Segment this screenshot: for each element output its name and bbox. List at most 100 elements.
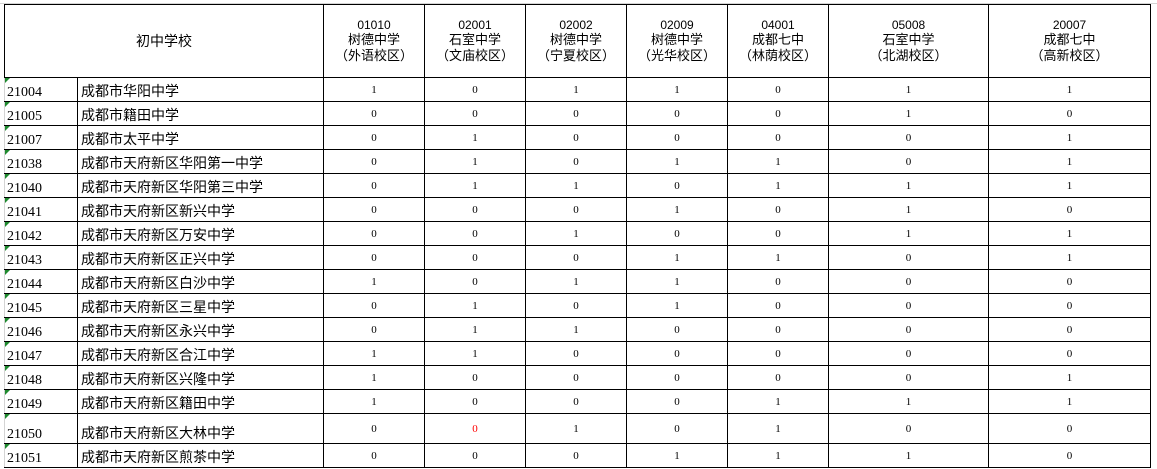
value-cell[interactable]: 0 xyxy=(525,245,627,270)
school-id-cell[interactable]: 21038 xyxy=(4,149,78,174)
value-cell[interactable]: 0 xyxy=(525,293,627,318)
value-cell[interactable]: 0 xyxy=(828,125,989,150)
school-id-cell[interactable]: 21049 xyxy=(4,389,78,414)
value-cell[interactable]: 0 xyxy=(525,149,627,174)
value-cell[interactable]: 1 xyxy=(323,341,425,366)
school-id-cell[interactable]: 21044 xyxy=(4,269,78,294)
value-cell[interactable]: 1 xyxy=(727,173,829,198)
value-cell[interactable]: 0 xyxy=(988,443,1151,468)
value-cell[interactable]: 0 xyxy=(828,293,989,318)
school-name-cell[interactable]: 成都市天府新区煎茶中学 xyxy=(77,443,324,468)
value-cell[interactable]: 0 xyxy=(323,173,425,198)
value-cell[interactable]: 0 xyxy=(828,269,989,294)
value-cell[interactable]: 0 xyxy=(727,317,829,342)
value-cell[interactable]: 1 xyxy=(727,443,829,468)
school-id-cell[interactable]: 21051 xyxy=(4,443,78,468)
value-cell[interactable]: 0 xyxy=(727,341,829,366)
column-header-05008[interactable]: 05008 石室中学 （北湖校区） xyxy=(828,4,989,78)
value-cell[interactable]: 0 xyxy=(988,317,1151,342)
value-cell[interactable]: 0 xyxy=(424,221,526,246)
value-cell[interactable]: 0 xyxy=(727,197,829,222)
value-cell[interactable]: 0 xyxy=(828,317,989,342)
value-cell[interactable]: 0 xyxy=(988,293,1151,318)
value-cell[interactable]: 1 xyxy=(525,173,627,198)
value-cell[interactable]: 0 xyxy=(988,341,1151,366)
value-cell[interactable]: 0 xyxy=(626,125,728,150)
value-cell[interactable]: 0 xyxy=(424,269,526,294)
column-header-04001[interactable]: 04001 成都七中 （林荫校区） xyxy=(727,4,829,78)
value-cell[interactable]: 1 xyxy=(988,221,1151,246)
value-cell[interactable]: 0 xyxy=(626,221,728,246)
value-cell[interactable]: 1 xyxy=(828,77,989,102)
value-cell[interactable]: 1 xyxy=(988,365,1151,390)
value-cell[interactable]: 0 xyxy=(988,197,1151,222)
value-cell[interactable]: 1 xyxy=(424,173,526,198)
value-cell[interactable]: 0 xyxy=(626,173,728,198)
school-name-cell[interactable]: 成都市天府新区永兴中学 xyxy=(77,317,324,342)
value-cell[interactable]: 0 xyxy=(626,341,728,366)
value-cell[interactable]: 0 xyxy=(525,389,627,414)
value-cell[interactable]: 0 xyxy=(323,197,425,222)
value-cell[interactable]: 0 xyxy=(323,221,425,246)
value-cell[interactable]: 0 xyxy=(626,317,728,342)
value-cell[interactable]: 0 xyxy=(323,317,425,342)
school-id-cell[interactable]: 21046 xyxy=(4,317,78,342)
school-name-cell[interactable]: 成都市天府新区三星中学 xyxy=(77,293,324,318)
value-cell[interactable]: 1 xyxy=(424,149,526,174)
value-cell[interactable]: 0 xyxy=(988,269,1151,294)
school-id-cell[interactable]: 21047 xyxy=(4,341,78,366)
value-cell[interactable]: 0 xyxy=(323,101,425,126)
value-cell[interactable]: 0 xyxy=(828,365,989,390)
school-name-cell[interactable]: 成都市天府新区新兴中学 xyxy=(77,197,324,222)
value-cell[interactable]: 0 xyxy=(828,341,989,366)
value-cell[interactable]: 1 xyxy=(626,77,728,102)
value-cell[interactable]: 0 xyxy=(988,101,1151,126)
value-cell[interactable]: 1 xyxy=(626,197,728,222)
value-cell[interactable]: 0 xyxy=(424,389,526,414)
value-cell[interactable]: 0 xyxy=(626,413,728,444)
value-cell[interactable]: 0 xyxy=(828,245,989,270)
school-id-cell[interactable]: 21045 xyxy=(4,293,78,318)
value-cell[interactable]: 0 xyxy=(828,413,989,444)
value-cell[interactable]: 1 xyxy=(424,341,526,366)
value-cell[interactable]: 0 xyxy=(424,443,526,468)
value-cell[interactable]: 0 xyxy=(323,413,425,444)
school-id-cell[interactable]: 21042 xyxy=(4,221,78,246)
value-cell[interactable]: 1 xyxy=(626,245,728,270)
school-name-cell[interactable]: 成都市太平中学 xyxy=(77,125,324,150)
school-id-cell[interactable]: 21007 xyxy=(4,125,78,150)
value-cell[interactable]: 1 xyxy=(828,173,989,198)
value-cell[interactable]: 1 xyxy=(424,125,526,150)
value-cell[interactable]: 0 xyxy=(988,413,1151,444)
value-cell[interactable]: 1 xyxy=(727,149,829,174)
value-cell[interactable]: 1 xyxy=(626,293,728,318)
value-cell[interactable]: 0 xyxy=(525,341,627,366)
school-name-cell[interactable]: 成都市天府新区白沙中学 xyxy=(77,269,324,294)
value-cell[interactable]: 0 xyxy=(525,125,627,150)
value-cell[interactable]: 1 xyxy=(323,365,425,390)
value-cell[interactable]: 1 xyxy=(626,149,728,174)
value-cell[interactable]: 1 xyxy=(988,149,1151,174)
value-cell[interactable]: 0 xyxy=(525,101,627,126)
value-cell[interactable]: 1 xyxy=(727,245,829,270)
school-id-cell[interactable]: 21005 xyxy=(4,101,78,126)
school-id-cell[interactable]: 21040 xyxy=(4,173,78,198)
value-cell[interactable]: 1 xyxy=(828,221,989,246)
value-cell[interactable]: 0 xyxy=(727,365,829,390)
value-cell[interactable]: 0 xyxy=(727,221,829,246)
value-cell[interactable]: 1 xyxy=(626,443,728,468)
value-cell[interactable]: 1 xyxy=(424,317,526,342)
value-cell[interactable]: 0 xyxy=(323,125,425,150)
value-cell[interactable]: 0 xyxy=(727,293,829,318)
school-name-cell[interactable]: 成都市天府新区华阳第一中学 xyxy=(77,149,324,174)
value-cell[interactable]: 0 xyxy=(828,149,989,174)
value-cell[interactable]: 0 xyxy=(727,125,829,150)
value-cell[interactable]: 0 xyxy=(626,101,728,126)
value-cell[interactable]: 1 xyxy=(988,389,1151,414)
school-name-cell[interactable]: 成都市天府新区合江中学 xyxy=(77,341,324,366)
value-cell[interactable]: 0 xyxy=(525,443,627,468)
column-header-02002[interactable]: 02002 树德中学 （宁夏校区） xyxy=(525,4,627,78)
value-cell[interactable]: 0 xyxy=(424,101,526,126)
value-cell[interactable]: 0 xyxy=(525,365,627,390)
column-header-01010[interactable]: 01010 树德中学 （外语校区） xyxy=(323,4,425,78)
